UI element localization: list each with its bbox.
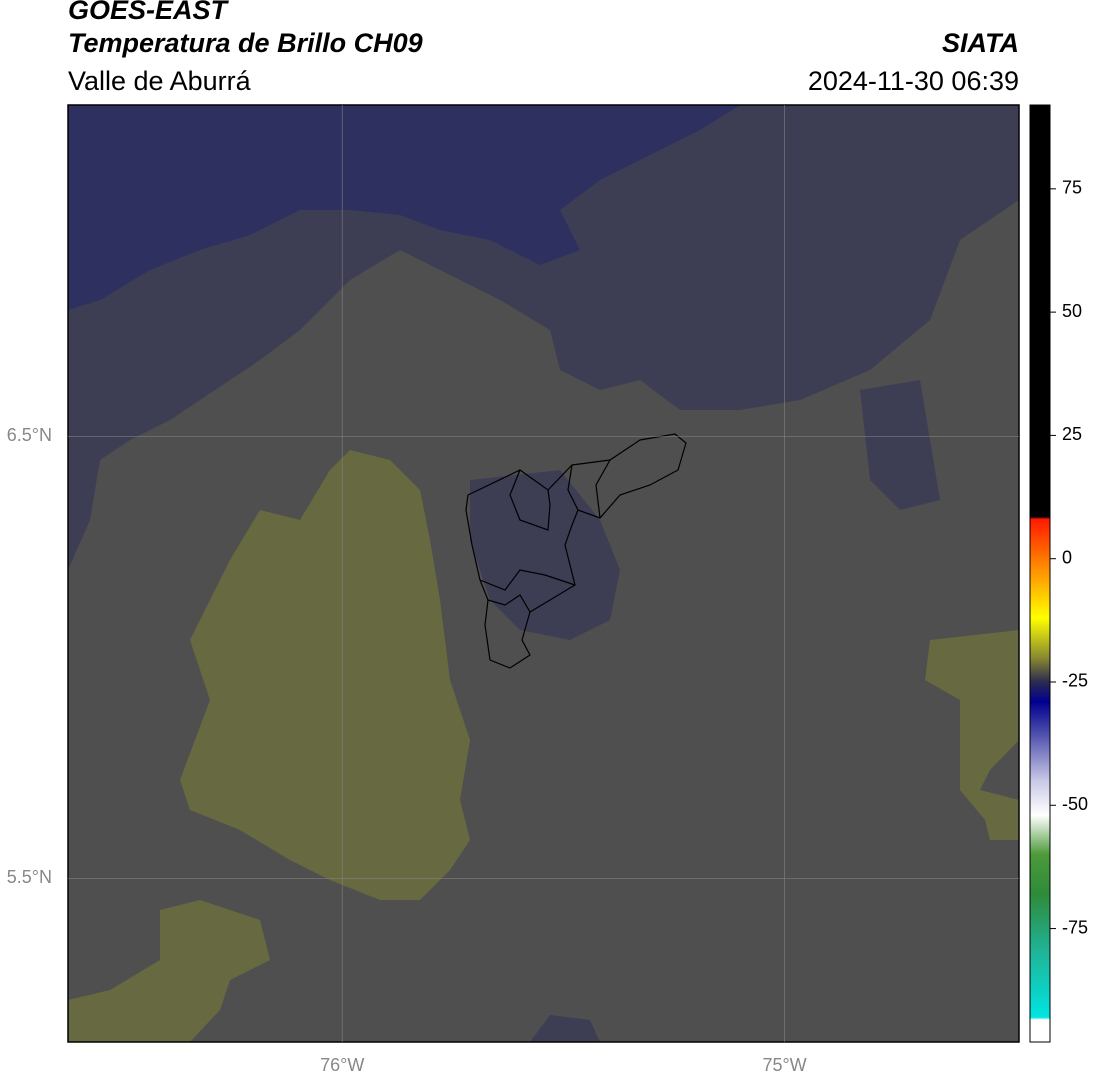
map-field (68, 105, 1019, 1042)
warm-region (925, 630, 1019, 840)
cloud-region (68, 105, 740, 310)
warm-region (68, 900, 270, 1042)
region: Valle de Aburrá (68, 66, 252, 96)
y-tick-label: 5.5°N (7, 867, 52, 887)
timestamp: 2024-11-30 06:39 (808, 66, 1019, 96)
colorbar-tick-label: 0 (1062, 547, 1072, 567)
cloud-region (530, 1015, 600, 1042)
warm-region (180, 450, 470, 900)
x-tick-label: 76°W (320, 1055, 364, 1075)
colorbar (1029, 104, 1051, 1043)
colorbar-tick-label: -75 (1062, 917, 1088, 937)
municipality-borders (465, 433, 687, 669)
colorbar-tick-label: 50 (1062, 301, 1082, 321)
cloud-region (860, 380, 940, 510)
colorbar-tick-label: 25 (1062, 424, 1082, 444)
colorbar-tick-label: -25 (1062, 671, 1088, 691)
y-tick-label: 6.5°N (7, 425, 52, 445)
source: SIATA (942, 28, 1019, 58)
cloud-region (470, 470, 620, 640)
colorbar-tick-label: 75 (1062, 178, 1082, 198)
title: GOES-EAST (68, 0, 230, 25)
subtitle: Temperatura de Brillo CH09 (68, 28, 423, 58)
map-frame (67, 104, 1020, 1043)
x-tick-label: 75°W (762, 1055, 806, 1075)
colorbar-tick-label: -50 (1062, 794, 1088, 814)
cloud-region (68, 105, 1019, 570)
